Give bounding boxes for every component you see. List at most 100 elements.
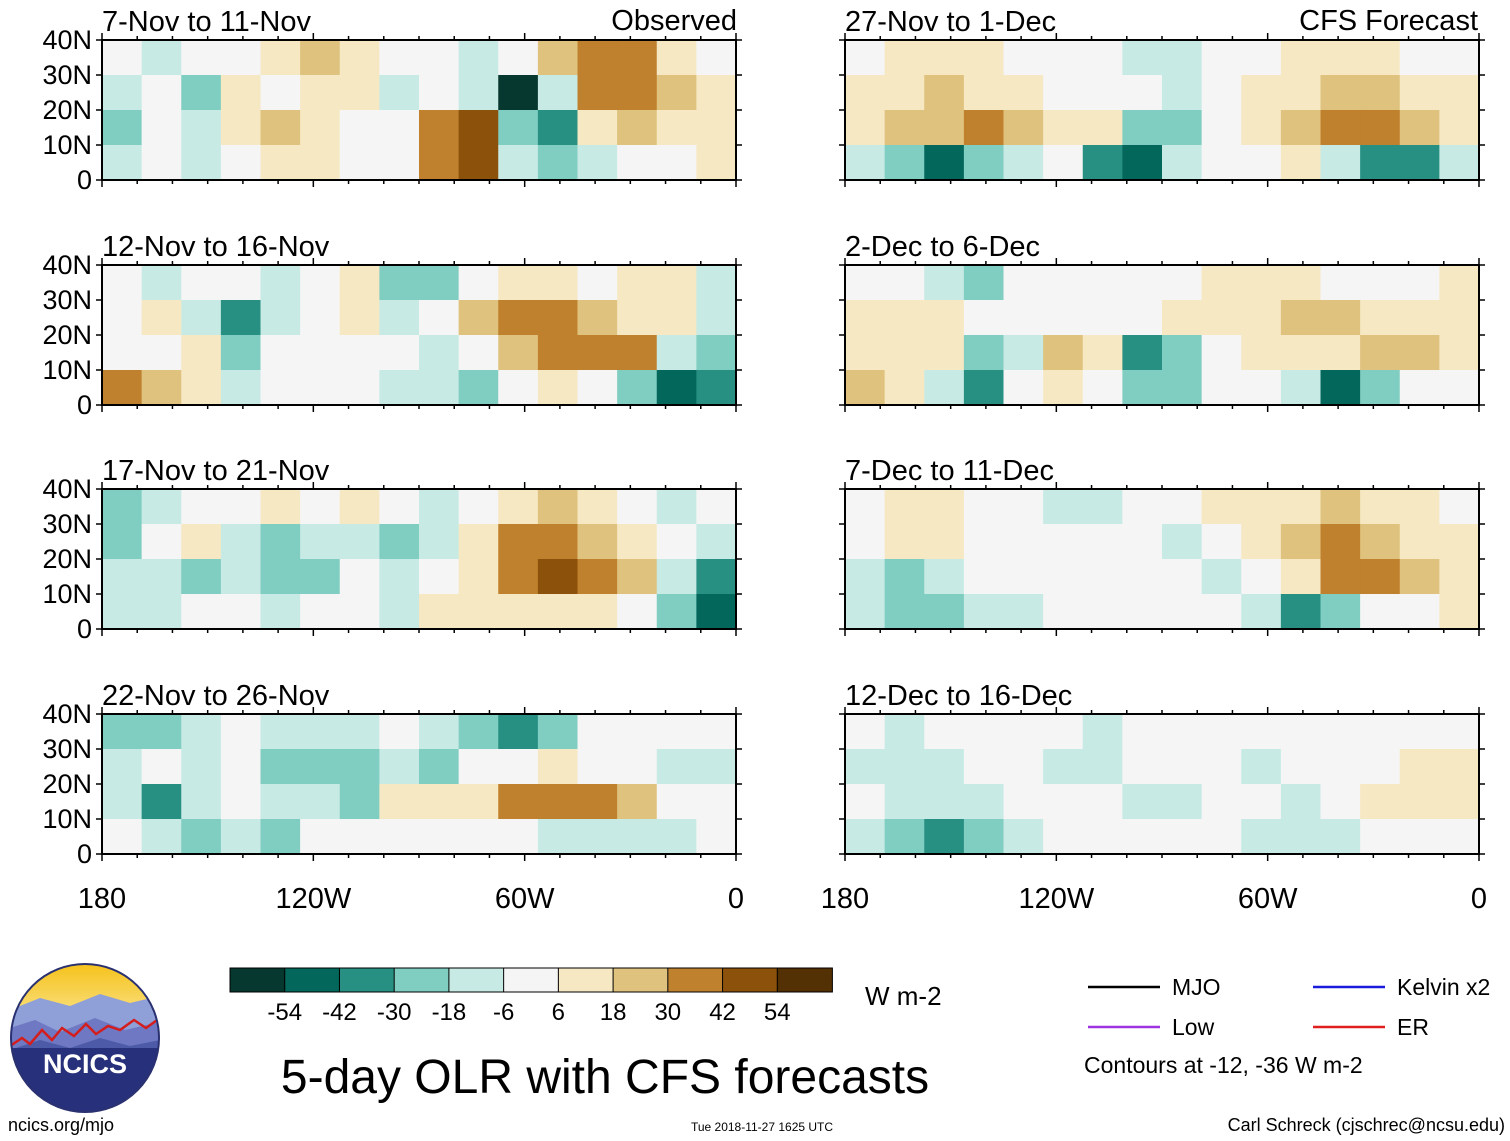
olr-cell (300, 819, 341, 855)
olr-cell (458, 489, 499, 525)
olr-cell (1439, 110, 1480, 146)
olr-cell (617, 819, 658, 855)
olr-cell (845, 559, 886, 595)
olr-cell (1122, 335, 1163, 371)
olr-cell (1360, 784, 1401, 820)
olr-cell (845, 110, 886, 146)
olr-cell (696, 749, 737, 785)
olr-cell (537, 594, 579, 630)
olr-cell (1003, 714, 1044, 750)
olr-cell (1399, 75, 1440, 111)
olr-cell (339, 75, 380, 111)
olr-cell (102, 489, 143, 525)
olr-cell (339, 300, 380, 336)
olr-cell (1320, 714, 1361, 750)
y-tick-label: 40N (42, 250, 92, 280)
olr-cell (1003, 594, 1044, 630)
olr-cell (458, 819, 499, 855)
olr-cell (656, 784, 697, 820)
olr-cell (1360, 749, 1401, 785)
olr-cell (1003, 749, 1044, 785)
olr-cell (1003, 524, 1044, 560)
panel-title: 12-Nov to 16-Nov (102, 231, 330, 263)
olr-cell (141, 110, 182, 146)
olr-cell (577, 714, 618, 750)
colorbar-swatch (393, 967, 450, 993)
olr-cell (696, 335, 737, 371)
olr-cell (181, 594, 222, 630)
olr-cell (924, 75, 965, 111)
olr-cell (1043, 300, 1084, 336)
olr-cell (696, 524, 737, 560)
olr-cell (884, 40, 925, 76)
olr-cell (884, 265, 925, 301)
colorbar-tick-label: -42 (322, 999, 357, 1026)
olr-cell (419, 110, 460, 146)
olr-cell (458, 370, 499, 406)
olr-cell (924, 524, 965, 560)
olr-cell (1439, 265, 1480, 301)
olr-cell (617, 524, 658, 560)
olr-cell (963, 594, 1005, 630)
olr-cell (1399, 265, 1440, 301)
olr-cell (1082, 489, 1123, 525)
olr-cell (419, 370, 460, 406)
olr-cell (1241, 559, 1282, 595)
panel-7: 7-Dec to 11-Dec (839, 455, 1485, 636)
olr-cell (1122, 784, 1163, 820)
olr-cell (419, 75, 460, 111)
olr-cell (1399, 524, 1440, 560)
olr-cell (339, 110, 380, 146)
olr-cell (1280, 75, 1322, 111)
olr-cell (537, 559, 579, 595)
olr-cell (1280, 524, 1322, 560)
olr-cell (1280, 110, 1322, 146)
olr-cell (498, 75, 539, 111)
olr-cell (1241, 749, 1282, 785)
olr-cell (220, 370, 262, 406)
olr-cell (1439, 714, 1480, 750)
olr-cell (1122, 559, 1163, 595)
olr-cell (1360, 524, 1401, 560)
olr-cell (458, 300, 499, 336)
olr-cell (1082, 75, 1123, 111)
olr-cell (498, 300, 539, 336)
olr-cell (458, 714, 499, 750)
olr-cell (458, 749, 499, 785)
colorbar-swatch (284, 967, 341, 993)
olr-cell (1320, 335, 1361, 371)
olr-cell (1241, 300, 1282, 336)
olr-cell (141, 489, 182, 525)
olr-cell (1280, 714, 1322, 750)
olr-cell (884, 489, 925, 525)
olr-cell (339, 749, 380, 785)
olr-cell (1439, 40, 1480, 76)
legend-label: Kelvin x2 (1397, 974, 1490, 1000)
olr-cell (339, 784, 380, 820)
site-link[interactable]: ncics.org/mjo (8, 1115, 114, 1135)
olr-cell (924, 335, 965, 371)
olr-cell (141, 335, 182, 371)
olr-cell (884, 300, 925, 336)
olr-cell (1439, 75, 1480, 111)
olr-cell (1082, 370, 1123, 406)
olr-cell (300, 110, 341, 146)
olr-cell (1003, 40, 1044, 76)
olr-cell (537, 145, 579, 181)
olr-cell (617, 145, 658, 181)
olr-cell (1241, 370, 1282, 406)
olr-cell (1201, 559, 1242, 595)
cfs-forecast-label: CFS Forecast (1299, 5, 1478, 37)
olr-cell (924, 300, 965, 336)
olr-cell (379, 594, 420, 630)
olr-cell (300, 40, 341, 76)
olr-cell (1043, 784, 1084, 820)
olr-cell (1320, 145, 1361, 181)
olr-cell (845, 40, 886, 76)
olr-cell (924, 110, 965, 146)
olr-cell (696, 370, 737, 406)
olr-cell (1122, 819, 1163, 855)
olr-cell (1360, 559, 1401, 595)
olr-cell (577, 110, 618, 146)
olr-cell (220, 489, 262, 525)
